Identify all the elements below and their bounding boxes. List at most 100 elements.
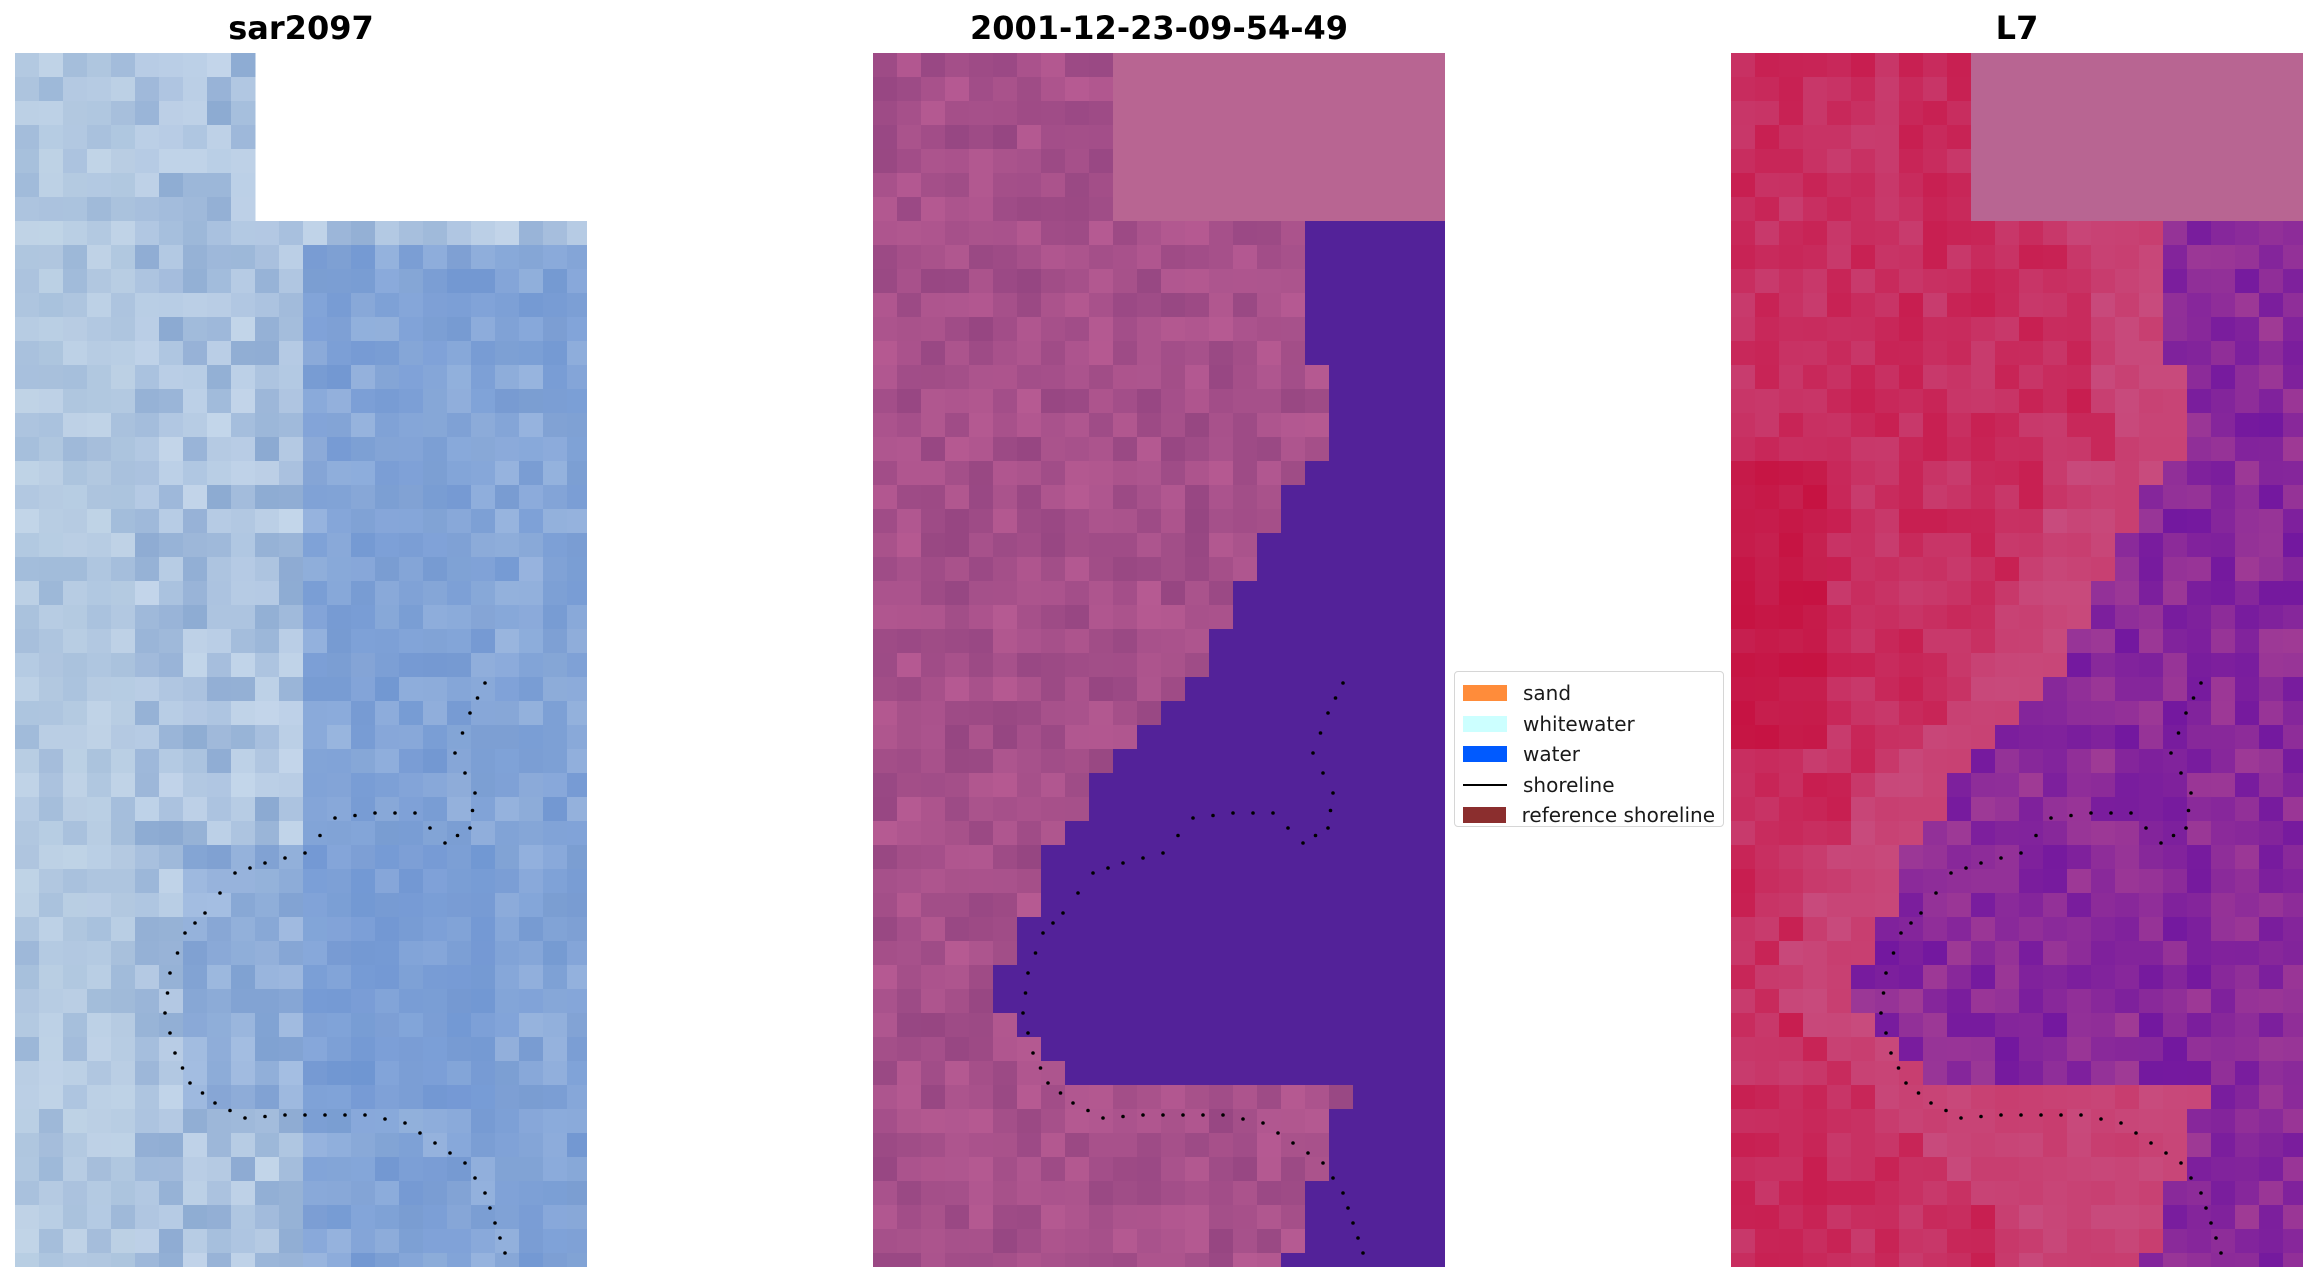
shoreline-point <box>455 833 460 838</box>
shoreline-point <box>263 1114 267 1119</box>
legend-item-sand: sand <box>1463 678 1715 709</box>
shoreline-point <box>303 1113 307 1117</box>
shoreline-point <box>2149 1141 2153 1145</box>
panel-title-left: sar2097 <box>228 9 374 47</box>
shoreline-point <box>1176 833 1180 838</box>
shoreline-point <box>233 871 237 875</box>
shoreline-point <box>383 1117 387 1121</box>
shoreline-point <box>175 951 180 955</box>
shoreline-point <box>168 1031 172 1035</box>
shoreline-point <box>1091 871 1095 875</box>
shoreline-point <box>173 1051 177 1055</box>
shoreline-point <box>1891 951 1896 955</box>
shoreline-point <box>2119 1121 2123 1125</box>
shoreline-point <box>1261 1121 1265 1125</box>
shoreline-point <box>453 751 457 755</box>
shoreline-point <box>1038 1066 1043 1070</box>
shoreline-point <box>1979 861 1983 865</box>
shoreline-point <box>2169 751 2173 755</box>
shoreline-point <box>473 791 477 795</box>
rgb-image <box>15 53 587 1267</box>
legend-label: whitewater <box>1523 711 1635 736</box>
shoreline-point <box>1276 1131 1280 1135</box>
index-image-panel <box>1731 53 2303 1267</box>
legend-swatch <box>1463 685 1507 702</box>
shoreline-point <box>1121 861 1125 865</box>
shoreline-point <box>1959 1116 1963 1120</box>
shoreline-point <box>463 1161 467 1165</box>
shoreline-point <box>1026 971 1030 975</box>
shoreline-point <box>1251 811 1255 815</box>
shoreline-point <box>1051 921 1055 925</box>
shoreline-point <box>1141 856 1145 860</box>
shoreline-point <box>1031 1051 1035 1055</box>
panel-title-center: 2001-12-23-09-54-49 <box>969 9 1349 47</box>
shoreline-point <box>1884 1031 1888 1035</box>
classified-image-panel <box>873 53 1445 1267</box>
shoreline-point <box>418 1131 422 1135</box>
shoreline-point <box>1361 1251 1365 1255</box>
shoreline-point <box>2219 1251 2223 1255</box>
shoreline-point <box>1351 1221 1355 1225</box>
shoreline-point <box>1023 991 1028 995</box>
shoreline-point <box>183 931 187 935</box>
shoreline-point <box>1999 856 2003 860</box>
legend-item-shoreline: shoreline <box>1463 770 1715 801</box>
panel-title-right: L7 <box>1995 9 2039 47</box>
shoreline-point <box>1141 1113 1145 1117</box>
shoreline-point <box>1919 911 1923 915</box>
legend-swatch <box>1463 746 1507 763</box>
shoreline-point <box>363 1113 367 1117</box>
shoreline-point <box>1929 1101 1933 1105</box>
shoreline-point <box>1241 1117 1245 1121</box>
legend-swatch <box>1463 807 1506 824</box>
shoreline-point <box>483 681 487 685</box>
shoreline-point <box>2034 833 2038 838</box>
shoreline-point <box>2179 771 2183 775</box>
shoreline-point <box>1879 1011 1883 1015</box>
shoreline-point <box>1061 911 1065 915</box>
shoreline-point <box>333 816 337 820</box>
shoreline-point <box>2049 816 2053 820</box>
shoreline-point <box>228 1108 232 1113</box>
shoreline-point <box>433 1141 437 1145</box>
index-image <box>1731 53 2303 1267</box>
shoreline-point <box>1934 891 1938 895</box>
shoreline-point <box>1331 791 1335 795</box>
shoreline-point <box>2109 811 2113 815</box>
shoreline-point <box>2186 808 2191 813</box>
shoreline-point <box>1271 811 1275 815</box>
shoreline-point <box>2176 731 2181 735</box>
shoreline-point <box>2204 1206 2208 1210</box>
shoreline-point <box>203 911 207 915</box>
shoreline-point <box>263 861 267 865</box>
shoreline-point <box>1026 1031 1030 1035</box>
shoreline-point <box>1318 731 1323 735</box>
shoreline-point <box>2089 811 2093 815</box>
shoreline-point <box>213 1101 217 1105</box>
shoreline-point <box>1221 1113 1225 1117</box>
shoreline-point <box>200 1091 205 1095</box>
shoreline-point <box>1106 866 1110 870</box>
shoreline-point <box>1286 826 1290 830</box>
legend-swatch <box>1463 783 1507 786</box>
shoreline-point <box>1944 1108 1948 1113</box>
shoreline-point <box>1333 696 1338 700</box>
legend-label: sand <box>1523 681 1572 706</box>
shoreline-point <box>248 866 252 870</box>
shoreline-point <box>483 1191 487 1195</box>
classified-image <box>873 53 1445 1267</box>
shoreline-point <box>470 808 475 813</box>
shoreline-point <box>1909 921 1913 925</box>
shoreline-point <box>323 1113 327 1117</box>
shoreline-point <box>403 1121 407 1125</box>
shoreline-point <box>473 1176 477 1180</box>
legend-label: shoreline <box>1523 772 1615 797</box>
shoreline-point <box>1321 771 1325 775</box>
shoreline-point <box>1331 1176 1335 1180</box>
shoreline-point <box>353 813 357 818</box>
shoreline-point <box>1101 1116 1105 1120</box>
shoreline-point <box>2184 826 2188 830</box>
shoreline-point <box>1291 1141 1295 1145</box>
shoreline-point <box>1964 866 1968 870</box>
